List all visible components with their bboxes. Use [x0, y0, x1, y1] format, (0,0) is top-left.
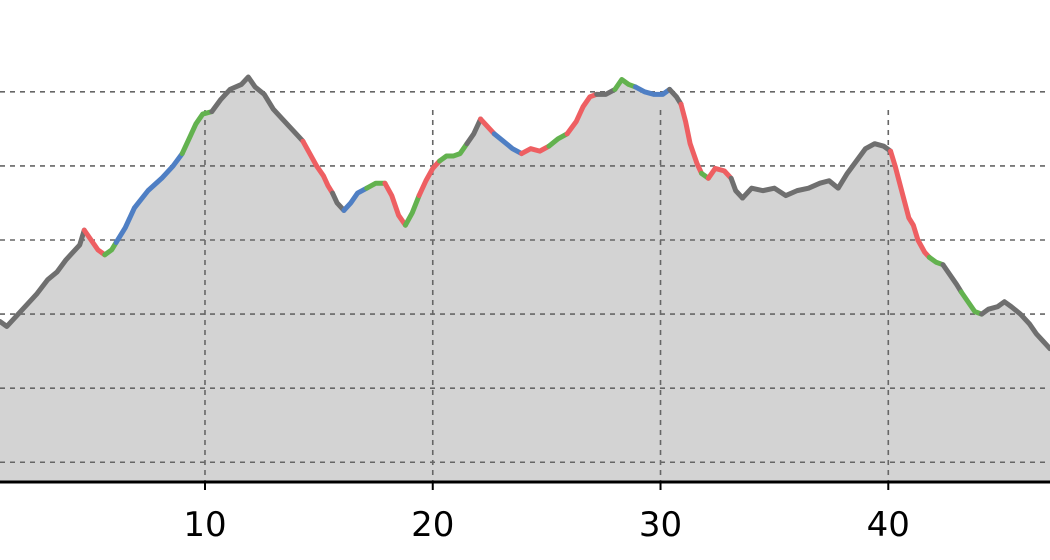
- profile-segment-gray: [0, 227, 87, 329]
- profile-segment-red: [519, 143, 552, 157]
- profile-segment-red: [888, 148, 932, 260]
- profile-segment-gray: [594, 86, 618, 97]
- profile-segment-blue: [341, 185, 370, 213]
- profile-segment-green: [437, 141, 470, 164]
- x-tick-label: 30: [639, 505, 682, 545]
- x-tick-label: 20: [411, 505, 454, 545]
- x-axis: [0, 480, 1050, 490]
- profile-segment-green: [364, 180, 388, 191]
- profile-segment-gray: [740, 141, 894, 201]
- profile-segment-gray: [940, 262, 964, 295]
- profile-segment-gray: [728, 175, 746, 201]
- area-fill-layer: [0, 77, 1050, 482]
- profile-segment-green: [612, 77, 638, 92]
- profile-segment-green: [179, 109, 215, 157]
- profile-segment-gray: [209, 74, 306, 144]
- profile-segment-green: [958, 289, 985, 317]
- profile-segment-red: [678, 101, 705, 176]
- profile-segment-red: [478, 116, 497, 137]
- profile-segment-blue: [632, 84, 673, 97]
- x-tick-label: 40: [867, 505, 910, 545]
- x-tick-labels: 10 20 30 40: [183, 505, 910, 545]
- profile-line-layer: [0, 74, 1050, 352]
- profile-segment-gray: [667, 86, 684, 107]
- profile-segment-red: [81, 227, 108, 258]
- profile-segment-green: [102, 239, 119, 258]
- profile-segment-gray: [330, 190, 347, 213]
- profile-segment-red: [705, 165, 734, 181]
- profile-segment-red: [382, 180, 408, 228]
- profile-segment-gray: [979, 299, 1050, 352]
- profile-segment-red: [300, 138, 336, 196]
- x-tick-label: 10: [183, 505, 226, 545]
- profile-segment-red: [564, 91, 600, 137]
- profile-segment-red: [416, 158, 443, 199]
- profile-segment-blue: [491, 131, 525, 157]
- area-fill: [0, 77, 1050, 482]
- profile-segment-gray: [464, 116, 484, 147]
- profile-segment-green: [546, 131, 570, 149]
- profile-segment-blue: [113, 151, 185, 245]
- profile-segment-green: [402, 193, 422, 228]
